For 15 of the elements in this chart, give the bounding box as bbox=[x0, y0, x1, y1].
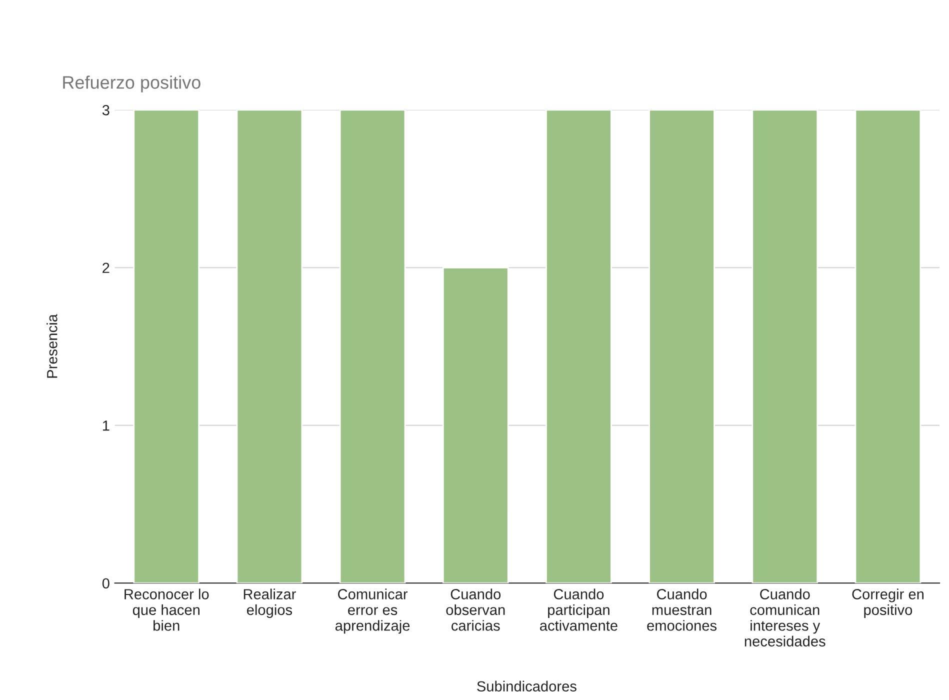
x-tick-label: Realizar elogios bbox=[244, 588, 296, 618]
y-tick-label: 2 bbox=[102, 262, 110, 273]
x-tick-label: Corregir en positivo bbox=[852, 588, 924, 618]
x-tick-label: Cuando participan activamente bbox=[540, 588, 618, 631]
x-tick-label: Cuando comunican intereses y necesidades bbox=[744, 588, 826, 646]
x-tick-label: Reconocer lo que hacen bien bbox=[124, 588, 209, 631]
x-tick-label: Comunicar error es aprendizaje bbox=[335, 588, 410, 634]
y-tick-label: 1 bbox=[102, 420, 110, 431]
chart-title: Refuerzo positivo bbox=[63, 76, 200, 92]
y-tick-label: 3 bbox=[102, 105, 110, 116]
x-axis-title: Subindicadores bbox=[477, 680, 576, 692]
x-tick-label: Cuando muestran emociones bbox=[647, 588, 717, 631]
y-axis-title: Presencia bbox=[46, 314, 58, 378]
x-tick-label: Cuando observan caricias bbox=[446, 588, 505, 631]
y-tick-label: 0 bbox=[102, 578, 110, 589]
